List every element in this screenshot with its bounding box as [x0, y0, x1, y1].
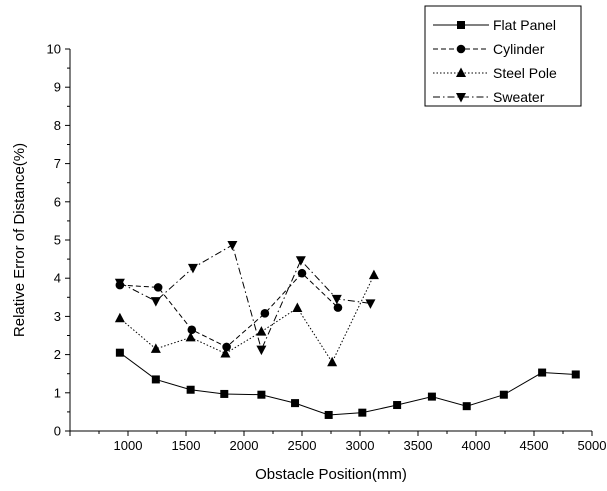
- data-point: [222, 342, 231, 352]
- data-point: [151, 375, 160, 384]
- data-point: [462, 402, 471, 411]
- data-point: [187, 325, 197, 335]
- series-cylinder: [115, 268, 343, 352]
- series-sweater: [114, 240, 376, 356]
- data-point: [114, 312, 125, 323]
- series-flat-panel: [115, 348, 580, 419]
- x-tick-label: 3500: [404, 438, 433, 453]
- data-point: [393, 401, 402, 410]
- data-point: [187, 263, 198, 274]
- y-tick-label: 4: [54, 271, 61, 286]
- series-line: [119, 352, 576, 416]
- data-point: [365, 299, 376, 309]
- data-point: [427, 392, 436, 401]
- y-tick-label: 0: [54, 424, 61, 439]
- y-tick-label: 8: [54, 118, 61, 133]
- x-tick-label: 2000: [230, 438, 259, 453]
- x-axis-title: Obstacle Position(mm): [255, 466, 407, 483]
- data-point: [368, 269, 379, 280]
- data-point: [571, 370, 580, 379]
- series-line: [119, 244, 371, 352]
- data-point: [324, 410, 333, 419]
- legend-label: Cylinder: [493, 41, 545, 57]
- y-tick-label: 9: [54, 80, 61, 95]
- legend-marker: [456, 44, 466, 54]
- data-point: [499, 390, 508, 399]
- series-group: [114, 240, 580, 419]
- data-point: [538, 368, 547, 377]
- data-point: [256, 326, 267, 336]
- legend-marker: [456, 67, 466, 77]
- legend-box: [424, 5, 582, 107]
- data-point: [257, 390, 266, 399]
- series-line: [119, 274, 375, 364]
- data-point: [153, 283, 163, 292]
- x-tick-label: 4000: [462, 438, 491, 453]
- y-tick-label: 6: [54, 194, 61, 209]
- data-point: [150, 297, 161, 307]
- y-axis-title: Relative Error of Distance(%): [11, 143, 28, 337]
- x-tick-label: 1500: [172, 438, 201, 453]
- legend-marker: [457, 21, 465, 29]
- legend-label: Flat Panel: [493, 17, 556, 33]
- data-point: [297, 268, 307, 278]
- legend-marker: [456, 93, 466, 103]
- y-tick-label: 1: [54, 385, 61, 400]
- y-tick-label: 10: [47, 42, 61, 57]
- y-tick-label: 3: [54, 309, 61, 324]
- axes: 0 1 2 3 4 5 6 7 8 9 10 1000 1500 2000 2500 3000 3500 4000…: [47, 42, 607, 454]
- x-tick-label: 5000: [578, 438, 607, 453]
- data-point: [291, 399, 300, 408]
- data-point: [185, 331, 196, 342]
- data-point: [114, 278, 125, 289]
- data-point: [150, 343, 161, 353]
- data-point: [295, 256, 306, 266]
- data-point: [331, 294, 342, 305]
- data-point: [260, 309, 270, 318]
- data-point: [256, 345, 267, 356]
- series-line: [119, 272, 339, 348]
- x-tick-label: 3000: [346, 438, 375, 453]
- data-point: [115, 348, 124, 357]
- y-tick-label: 7: [54, 156, 61, 171]
- data-point: [186, 385, 195, 394]
- legend-label: Steel Pole: [493, 65, 557, 81]
- data-point: [358, 408, 367, 417]
- data-point: [220, 389, 229, 398]
- data-point: [227, 240, 238, 251]
- x-tick-label: 2500: [288, 438, 317, 453]
- x-tick-label: 1000: [114, 438, 143, 453]
- y-tick-label: 2: [54, 347, 61, 362]
- series-steel-pole: [114, 269, 379, 367]
- data-point: [333, 303, 343, 312]
- data-point: [327, 356, 338, 367]
- legend: Flat Panel Cylinder Steel Pole Sweater: [424, 5, 582, 107]
- data-point: [292, 302, 303, 312]
- data-point: [220, 347, 231, 358]
- x-tick-label: 4500: [520, 438, 549, 453]
- legend-label: Sweater: [493, 89, 545, 105]
- y-tick-label: 5: [54, 233, 61, 248]
